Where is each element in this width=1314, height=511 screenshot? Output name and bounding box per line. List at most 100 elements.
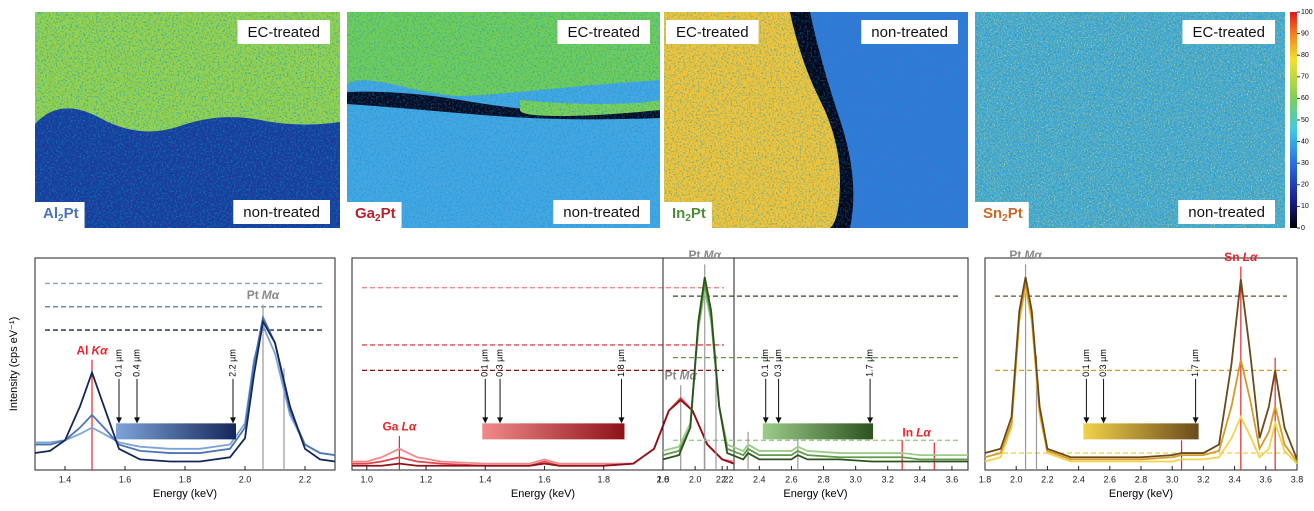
peak-element: Pt: [1009, 248, 1021, 262]
label-box: [975, 202, 1029, 228]
label-box: [35, 202, 85, 228]
x-tick-label: 1.6: [538, 474, 551, 484]
peak-element: Sn: [1224, 250, 1239, 264]
x-tick-label: 2.8: [1135, 474, 1148, 484]
name-part: 2: [375, 213, 381, 224]
x-tick-label: 2.0: [239, 474, 252, 484]
material-label: Al2Pt: [35, 202, 85, 228]
x-tick-label: 3.4: [1228, 474, 1241, 484]
peak-line-name: Mα: [262, 288, 280, 302]
peak-line-name: Mα: [704, 248, 722, 262]
x-tick-label: 1.6: [119, 474, 132, 484]
peak-label: Sn Lα: [1224, 250, 1258, 264]
x-axis-label: Energy (keV): [153, 488, 217, 500]
arrow-head: [134, 417, 140, 424]
x-tick-label: 3.6: [1260, 474, 1273, 484]
map-label: non-treated: [553, 200, 650, 224]
peak-line-name: Kα: [91, 343, 108, 357]
x-tick-label: 2.6: [785, 474, 798, 484]
x-tick-label: 2.2: [1041, 474, 1054, 484]
spectrum: [34, 318, 336, 463]
peak-label: Pt Mα: [247, 288, 280, 302]
peak-label: In Lα: [902, 426, 931, 440]
peak-line-name: Mα: [679, 369, 697, 383]
arrow-label: 0.3 µm: [494, 349, 504, 377]
arrow-label: 0.1 µm: [480, 349, 490, 377]
y-axis-label: Intensity (cps eV⁻¹): [8, 317, 20, 411]
arrow-head: [116, 417, 122, 424]
label-box: [553, 200, 650, 224]
x-tick-label: 1.8: [597, 474, 610, 484]
x-tick-label: 2.2: [716, 474, 729, 484]
map-label: non-treated: [861, 20, 958, 44]
x-axis-label: Energy (keV): [783, 488, 847, 500]
arrow-label: 1.7 µm: [1190, 349, 1200, 377]
label-box: [666, 20, 759, 44]
spectrum: [662, 276, 968, 463]
peak-label: Ga Lα: [382, 420, 416, 434]
map-label: EC-treated: [557, 20, 650, 44]
material-name: Ga2Pt: [355, 205, 396, 224]
peak-line-name: Mα: [1024, 248, 1042, 262]
map-label-text: EC-treated: [247, 24, 320, 41]
name-part: In: [672, 205, 685, 222]
name-part: Pt: [64, 205, 79, 222]
x-tick-label: 2.0: [689, 474, 702, 484]
material-label: Ga2Pt: [347, 202, 402, 228]
x-tick-label: 1.2: [420, 474, 433, 484]
arrow-label: 0.3 µm: [1098, 349, 1108, 377]
x-axis-label: Energy (keV): [1109, 488, 1173, 500]
spectrum: [35, 323, 336, 457]
x-axis-label: Energy (keV): [511, 488, 575, 500]
map-label: non-treated: [233, 200, 330, 224]
label-box: [1182, 20, 1275, 44]
name-part: Ga: [355, 205, 376, 222]
colorbar-tick-label: 10: [1301, 203, 1309, 210]
name-part: 2: [685, 213, 691, 224]
peak-line-name: Lα: [1243, 250, 1258, 264]
map-label-text: non-treated: [871, 24, 948, 41]
x-tick-label: 1.8: [657, 474, 670, 484]
arrow-head: [775, 417, 782, 424]
arrow-head: [1100, 417, 1107, 424]
material-name: Sn2Pt: [983, 205, 1023, 224]
x-tick-label: 2.4: [753, 474, 766, 484]
x-tick-label: 3.0: [1166, 474, 1179, 484]
arrow-head: [1192, 417, 1199, 424]
spectrum: [352, 398, 735, 467]
colorbar-tick-label: 100: [1301, 9, 1313, 16]
arrow-label: 2.2 µm: [227, 349, 237, 377]
peak-element: Ga: [382, 420, 398, 434]
thickness-bar: [762, 423, 874, 440]
plot-frame: [351, 257, 735, 471]
name-part: 2: [1002, 213, 1008, 224]
x-tick-label: 2.0: [1010, 474, 1023, 484]
map-label-text: EC-treated: [567, 24, 640, 41]
x-tick-label: 3.6: [946, 474, 959, 484]
map-label-text: non-treated: [563, 204, 640, 221]
peak-element: Al: [76, 343, 88, 357]
x-tick-label: 1.8: [179, 474, 192, 484]
label-box: [347, 202, 402, 228]
spectrum: [984, 276, 1298, 460]
arrow-label: 0.1 µm: [760, 349, 770, 377]
x-tick-label: 2.8: [817, 474, 830, 484]
peak-label: Pt Mα: [1009, 248, 1042, 262]
colorbar-tick-label: 80: [1301, 52, 1309, 59]
x-tick-label: 3.8: [1291, 474, 1304, 484]
x-tick-label: 1.8: [979, 474, 992, 484]
arrow-head: [867, 417, 874, 424]
arrow-label: 0.4 µm: [131, 349, 141, 377]
material-label: Sn2Pt: [975, 202, 1029, 228]
peak-element: Pt: [689, 248, 701, 262]
x-tick-label: 2.2: [721, 474, 734, 484]
arrow-head: [482, 417, 489, 424]
label-box: [557, 20, 650, 44]
arrow-label: 0.3 µm: [773, 349, 783, 377]
arrow-head: [497, 417, 504, 424]
map-label-text: EC-treated: [676, 24, 749, 41]
x-tick-label: 2.4: [1072, 474, 1085, 484]
name-part: 2: [58, 213, 64, 224]
peak-label: Pt Mα: [689, 248, 722, 262]
spectrum: [984, 283, 1298, 463]
